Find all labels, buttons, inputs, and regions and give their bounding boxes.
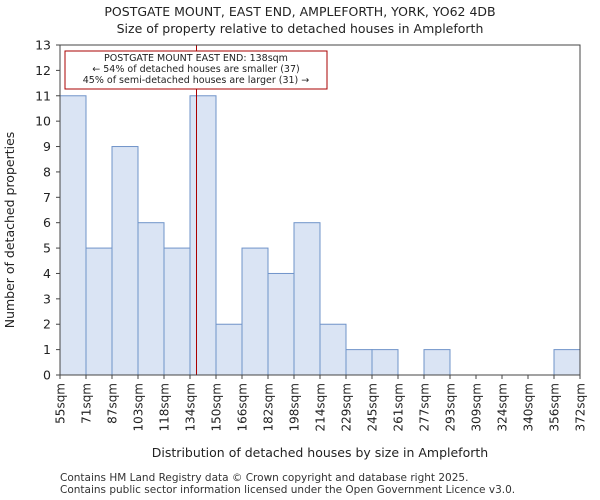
annotation-line-2: ← 54% of detached houses are smaller (37… [92,64,299,75]
bar-8 [267,272,295,376]
x-tick-label-0: 55sqm [54,383,68,424]
y-tick-label-9: 9 [43,139,51,154]
y-tick-label-13: 13 [35,38,51,53]
bar-12 [371,349,399,376]
bar-5 [189,95,217,376]
bar-2 [111,146,139,376]
x-axis-label: Distribution of detached houses by size … [152,445,488,460]
bar-9 [293,222,321,376]
footer: Contains HM Land Registry data © Crown c… [60,472,515,496]
y-tick-label-6: 6 [43,215,51,230]
x-tick-label-10: 214sqm [314,383,328,431]
y-tick-label-3: 3 [43,291,51,306]
y-tick-label-4: 4 [43,266,51,281]
x-tick-label-20: 372sqm [574,383,588,431]
x-tick-label-7: 166sqm [236,383,250,431]
y-tick-label-2: 2 [43,317,51,332]
x-tick-label-11: 229sqm [340,383,354,431]
x-tick-label-4: 118sqm [158,383,172,431]
bar-7 [241,247,269,376]
x-tick-label-13: 261sqm [392,383,406,431]
x-tick-label-12: 245sqm [366,383,380,431]
bar-6 [215,323,243,376]
annotation-group: POSTGATE MOUNT EAST END: 138sqm← 54% of … [64,50,328,90]
chart-subtitle: Size of property relative to detached ho… [116,21,484,36]
y-tick-label-8: 8 [43,164,51,179]
x-tick-label-14: 277sqm [418,383,432,431]
y-tick-label-5: 5 [43,241,51,256]
y-tick-label-12: 12 [35,63,51,78]
annotation-line-1: POSTGATE MOUNT EAST END: 138sqm [104,53,288,64]
footer-line-1: Contains HM Land Registry data © Crown c… [60,472,469,484]
bar-14 [423,349,451,376]
x-tick-label-18: 340sqm [522,383,536,431]
y-tick-label-10: 10 [35,114,51,129]
y-tick-label-1: 1 [43,342,51,357]
x-tick-label-2: 87sqm [106,383,120,424]
x-ticks-group: 55sqm 71sqm 87sqm 103sqm 118sqm 134sqm 150sqm 1… [54,375,588,431]
y-tick-label-11: 11 [35,88,51,103]
x-tick-label-19: 356sqm [548,383,562,431]
x-tick-label-5: 134sqm [184,383,198,431]
annotation-box [64,50,328,90]
bar-11 [345,349,373,376]
x-tick-label-1: 71sqm [80,383,94,424]
x-tick-label-15: 293sqm [444,383,458,431]
bar-3 [137,222,165,376]
bar-4 [163,247,191,376]
bar-10 [319,323,347,376]
annotation-line-3: 45% of semi-detached houses are larger (… [83,75,310,86]
x-tick-label-16: 309sqm [470,383,484,431]
y-axis-label: Number of detached properties [2,132,17,329]
x-tick-label-6: 150sqm [210,383,224,431]
bar-0 [59,95,87,376]
x-tick-label-17: 324sqm [496,383,510,431]
x-tick-label-9: 198sqm [288,383,302,431]
y-tick-label-7: 7 [43,190,51,205]
bars-group [59,95,581,376]
x-tick-label-3: 103sqm [132,383,146,431]
y-tick-label-0: 0 [43,368,51,383]
chart-title: POSTGATE MOUNT, EAST END, AMPLEFORTH, YO… [104,4,496,19]
chart-title-block: POSTGATE MOUNT, EAST END, AMPLEFORTH, YO… [0,3,600,37]
footer-line-2: Contains public sector information licen… [60,484,516,496]
bar-1 [85,247,113,376]
bar-19 [553,349,581,376]
x-tick-label-8: 182sqm [262,383,276,431]
